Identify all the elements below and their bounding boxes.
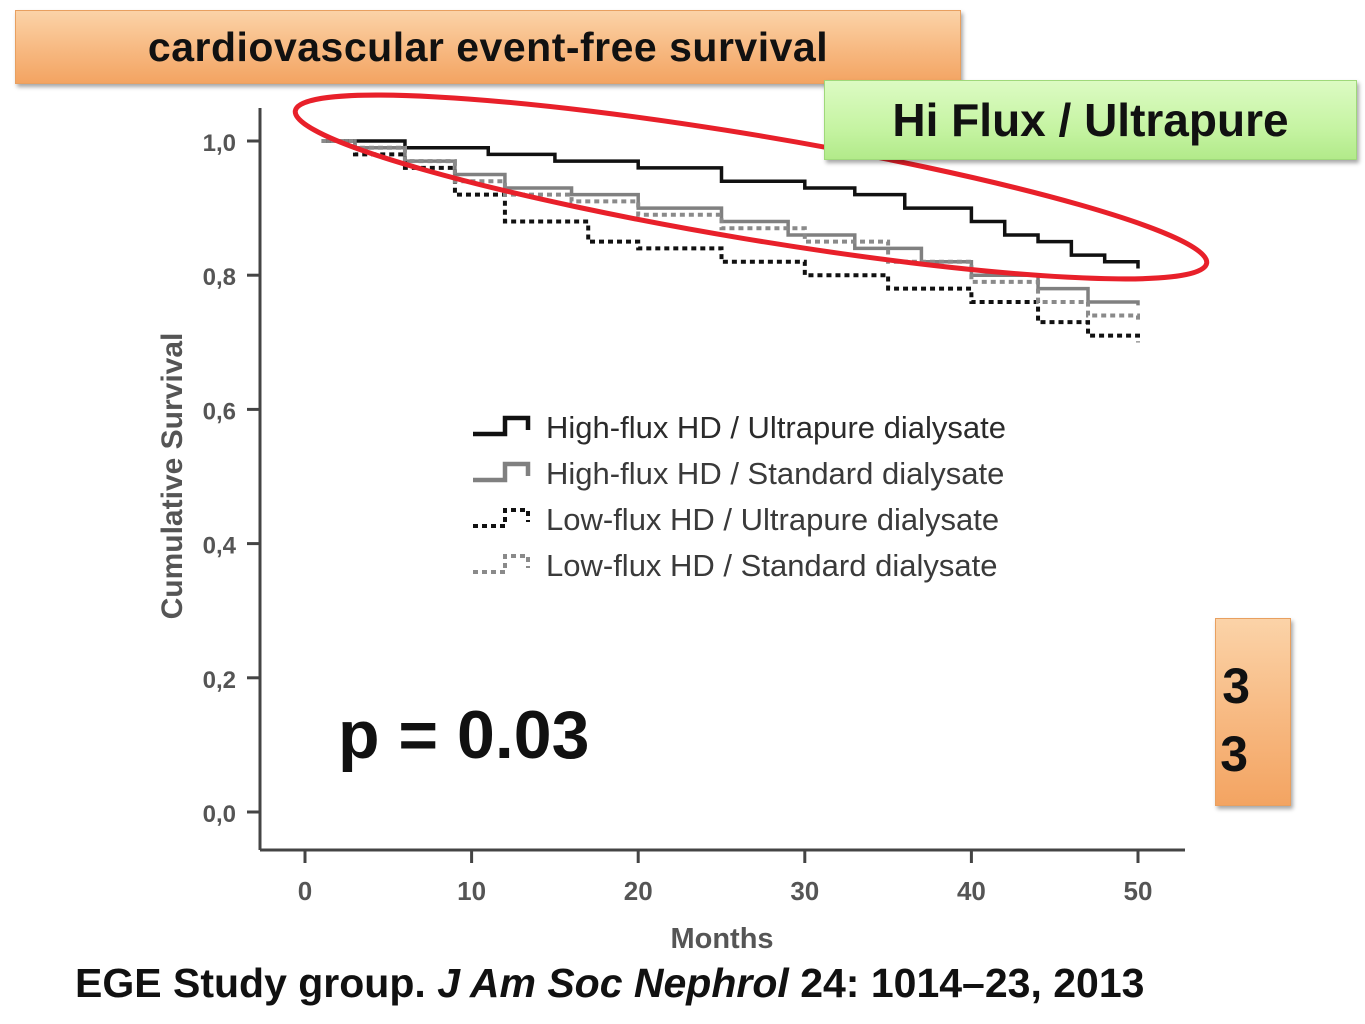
citation-authors: EGE Study group. [75, 960, 438, 1006]
highlight-ellipse [292, 92, 1210, 282]
chart-axes: 0,0 0,2 0,4 0,6 0,8 1,0 0 10 20 30 40 50 Months Cumul… [156, 108, 1185, 955]
x-tick-label: 20 [624, 876, 653, 906]
x-tick-label: 10 [457, 876, 486, 906]
p-value-label: p = 0.03 [338, 697, 589, 773]
x-tick-label: 50 [1124, 876, 1153, 906]
y-tick-label: 0,8 [203, 264, 236, 291]
citation-journal: J Am Soc Nephrol [437, 960, 789, 1006]
chart-header-banner: cardiovascular event-free survival [15, 10, 961, 84]
y-tick-label: 0,4 [203, 533, 237, 560]
y-tick-label: 0,6 [203, 398, 236, 425]
legend-swatch-4 [473, 554, 530, 574]
y-tick-label: 0,2 [203, 667, 236, 694]
legend-swatch-3 [473, 508, 530, 528]
hi-flux-ultrapure-banner: Hi Flux / Ultrapure [824, 80, 1357, 160]
y-axis-title: Cumulative Survival [156, 333, 189, 620]
orange-callout-line-1: 3 [1222, 658, 1250, 714]
series-line-2 [321, 139, 1140, 306]
chart-series-layer [321, 139, 1140, 343]
orange-callout-line-2: 3 [1220, 726, 1248, 782]
series-line-1 [321, 139, 1140, 269]
orange-callout-box: 3 3 [1215, 618, 1291, 806]
hi-flux-ultrapure-label: Hi Flux / Ultrapure [892, 94, 1289, 146]
y-tick-label: 0,0 [203, 801, 236, 828]
citation: EGE Study group. J Am Soc Nephrol 24: 10… [75, 960, 1350, 1010]
y-tick-label: 1,0 [203, 130, 236, 157]
x-axis-title: Months [670, 923, 773, 955]
legend-label-1: High-flux HD / Ultrapure dialysate [546, 410, 1006, 445]
legend-swatch-2 [473, 461, 531, 483]
x-tick-label: 40 [957, 876, 986, 906]
x-tick-label: 0 [298, 876, 312, 906]
citation-details: 24: 1014–23, 2013 [788, 960, 1145, 1006]
series-line-3 [321, 139, 1140, 343]
series-line-4 [321, 139, 1140, 323]
x-tick-label: 30 [790, 876, 819, 906]
legend-label-4: Low-flux HD / Standard dialysate [546, 548, 997, 583]
banner-title: cardiovascular event-free survival [147, 23, 829, 70]
chart-legend: High-flux HD / Ultrapure dialysate High-f… [473, 410, 1006, 583]
legend-swatch-1 [473, 415, 531, 437]
legend-label-2: High-flux HD / Standard dialysate [546, 456, 1004, 491]
legend-label-3: Low-flux HD / Ultrapure dialysate [546, 502, 999, 537]
